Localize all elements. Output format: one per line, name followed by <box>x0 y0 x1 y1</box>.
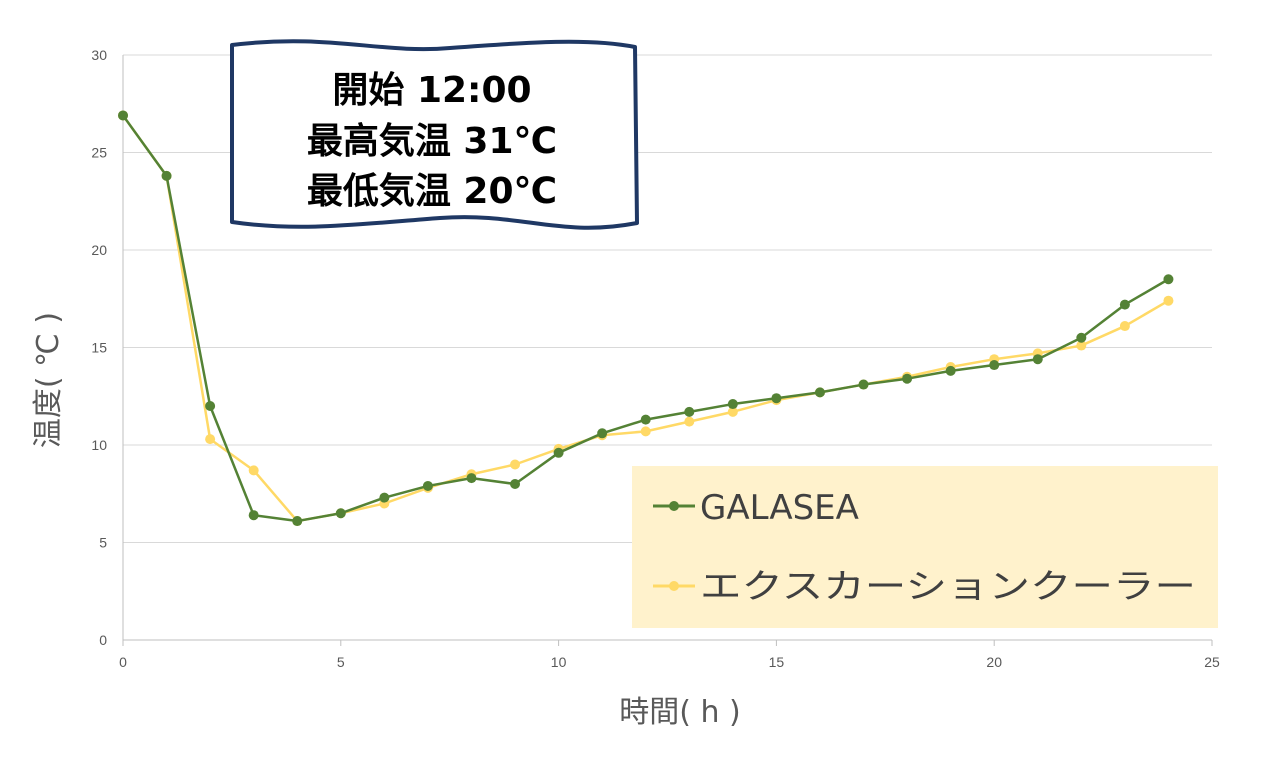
data-point <box>1076 332 1087 343</box>
data-point <box>814 387 825 398</box>
data-point <box>902 373 913 384</box>
data-point <box>335 508 346 519</box>
x-axis-title: 時間( h ) <box>619 695 741 730</box>
data-point <box>1163 274 1174 285</box>
data-point <box>684 416 695 427</box>
legend-item-excursion-cooler: エクスカーションクーラー <box>653 567 1196 607</box>
legend-marker-excursion-cooler <box>669 581 679 591</box>
y-tick-label: 10 <box>91 437 107 453</box>
x-tick-label: 5 <box>337 654 345 670</box>
data-point <box>161 170 172 181</box>
legend-marker-galasea <box>669 501 679 511</box>
legend-background <box>632 466 1218 628</box>
data-point <box>640 426 651 437</box>
series-galasea <box>118 110 1174 527</box>
x-tick-label: 20 <box>986 654 1002 670</box>
data-point <box>466 473 477 484</box>
x-tick-label: 10 <box>551 654 567 670</box>
data-point <box>640 414 651 425</box>
y-axis-title: 温度( ℃ ) <box>31 312 66 448</box>
legend-label-excursion-cooler: エクスカーションクーラー <box>700 567 1196 607</box>
data-point <box>553 447 564 458</box>
legend: GALASEA エクスカーションクーラー <box>632 466 1218 628</box>
banner-line-start: 開始 12:00 <box>332 70 531 111</box>
tick-labels: 0 5 10 15 20 25 30 0 5 10 15 20 25 <box>91 47 1220 670</box>
x-tick-label: 15 <box>769 654 785 670</box>
x-tick-label: 25 <box>1204 654 1220 670</box>
data-point <box>510 479 521 489</box>
data-point <box>1076 340 1087 351</box>
data-point <box>597 428 608 439</box>
data-point <box>118 110 128 121</box>
data-point <box>292 516 303 527</box>
y-tick-label: 30 <box>91 47 107 63</box>
series-layer <box>118 110 1174 527</box>
data-point <box>379 492 390 503</box>
banner-line-max-temp: 最高気温 31℃ <box>307 121 557 162</box>
data-point <box>945 365 956 376</box>
y-tick-label: 0 <box>99 632 107 648</box>
y-tick-label: 25 <box>91 145 107 161</box>
annotation-banner: 開始 12:00 最高気温 31℃ 最低気温 20℃ <box>230 39 639 230</box>
banner-outline <box>230 39 639 230</box>
data-point <box>989 360 1000 371</box>
data-point <box>248 510 259 521</box>
data-point <box>1032 354 1043 365</box>
x-tick-label: 0 <box>119 654 127 670</box>
data-point <box>422 480 433 491</box>
data-point <box>205 401 216 411</box>
legend-label-galasea: GALASEA <box>700 488 859 528</box>
data-point <box>510 459 521 470</box>
banner-line-min-temp: 最低気温 20℃ <box>307 171 557 212</box>
data-point <box>727 406 738 417</box>
data-point <box>684 406 695 417</box>
legend-item-galasea: GALASEA <box>653 488 859 528</box>
data-point <box>205 434 216 445</box>
data-point <box>1119 299 1130 310</box>
data-point <box>1163 295 1174 306</box>
data-point <box>858 379 869 390</box>
data-point <box>727 399 738 410</box>
data-point <box>771 393 782 404</box>
y-tick-label: 15 <box>91 340 107 356</box>
data-point <box>1119 321 1130 332</box>
data-point <box>248 465 259 476</box>
y-tick-label: 5 <box>99 535 107 551</box>
y-tick-label: 20 <box>91 242 107 258</box>
